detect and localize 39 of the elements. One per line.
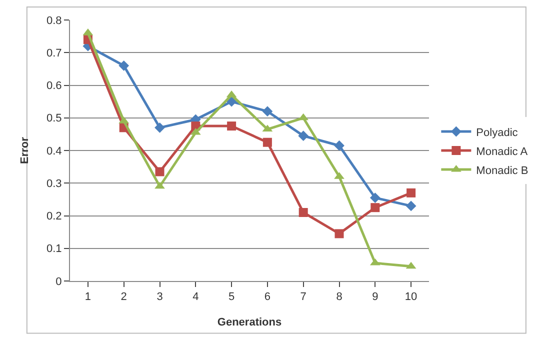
x-tick-label: 10 — [404, 291, 418, 304]
x-tick-label: 8 — [336, 291, 342, 304]
point — [406, 188, 416, 198]
y-tick-label: 0.7 — [46, 47, 62, 60]
point — [155, 167, 164, 176]
y-tick-label: 0 — [56, 276, 62, 288]
point — [118, 60, 130, 71]
x-tick-label: 3 — [156, 291, 163, 304]
point — [262, 106, 273, 117]
y-tick-label: 0.6 — [46, 80, 62, 92]
legend-label: Polyadic — [476, 126, 518, 139]
y-tick-label: 0.4 — [46, 145, 62, 158]
x-tick-label: 2 — [120, 291, 127, 304]
x-tick-label: 7 — [300, 291, 306, 304]
y-tick-label: 0.2 — [46, 210, 62, 223]
point — [334, 140, 344, 151]
point — [370, 203, 380, 212]
point — [298, 208, 308, 217]
x-tick-label: 4 — [192, 291, 199, 304]
x-axis-title: Generations — [217, 316, 282, 328]
legend-label: Monadic B — [476, 164, 528, 177]
point — [227, 122, 236, 131]
x-tick-label: 5 — [228, 291, 235, 304]
point — [154, 122, 165, 133]
y-tick-label: 0.5 — [46, 112, 62, 125]
y-tick-label: 0.8 — [46, 14, 62, 27]
point — [154, 182, 165, 189]
y-tick-label: 0.1 — [46, 243, 62, 256]
x-tick-label: 6 — [264, 291, 271, 304]
x-tick-label: 1 — [84, 291, 92, 304]
point — [406, 200, 416, 212]
point — [298, 130, 309, 142]
point — [262, 138, 272, 147]
point — [334, 229, 344, 238]
point — [370, 192, 380, 204]
y-axis-title: Error — [19, 136, 32, 164]
legend-label: Monadic A — [476, 146, 528, 158]
y-tick-label: 0.3 — [46, 178, 62, 190]
x-tick-label: 9 — [372, 291, 378, 304]
